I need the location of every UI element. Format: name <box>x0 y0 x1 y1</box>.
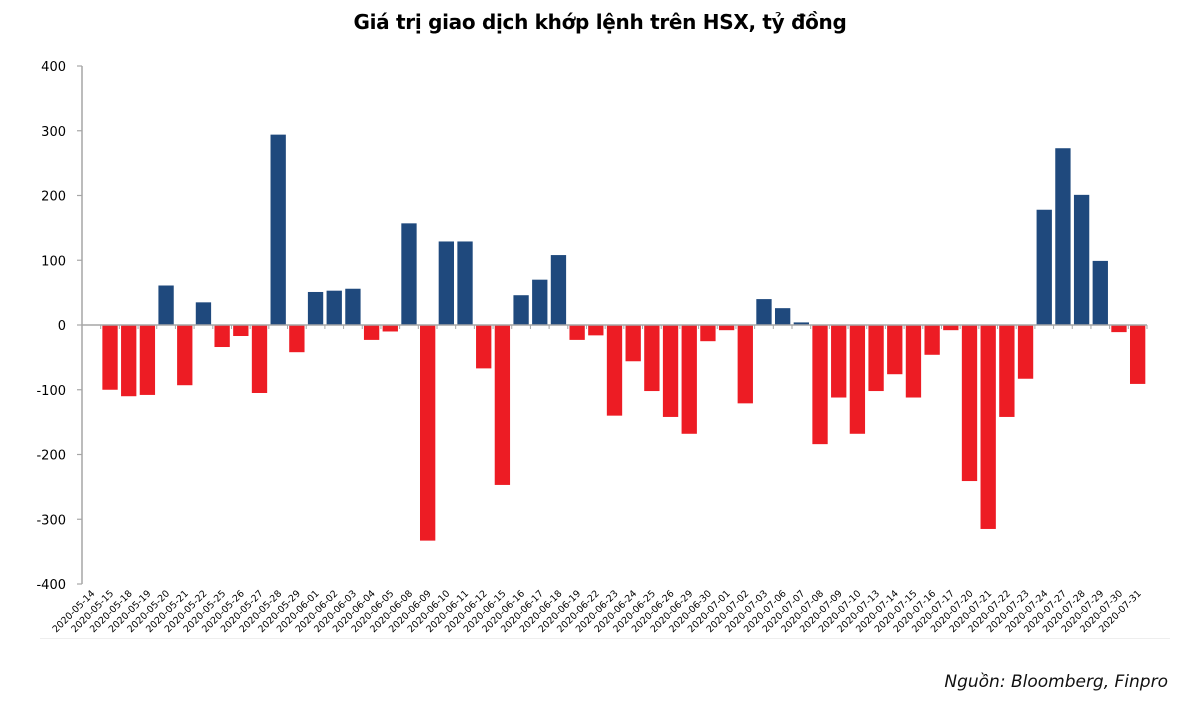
bar <box>905 325 922 398</box>
bar <box>1129 325 1146 384</box>
bar <box>214 325 230 348</box>
bar <box>532 279 548 325</box>
bar <box>1092 260 1108 325</box>
bar <box>999 325 1015 417</box>
bar <box>121 325 137 397</box>
bar <box>606 325 623 416</box>
y-tick-label: 400 <box>41 60 66 75</box>
bar <box>943 325 959 331</box>
bar <box>550 255 567 325</box>
bar <box>494 325 511 485</box>
bar <box>924 325 940 355</box>
bar <box>700 325 716 342</box>
bar <box>177 325 193 386</box>
bar <box>644 325 660 392</box>
bar <box>401 223 417 325</box>
bar <box>139 325 156 395</box>
bar <box>812 325 828 445</box>
chart-title: Giá trị giao dịch khớp lệnh trên HSX, tỷ… <box>353 10 847 34</box>
y-tick-label: 200 <box>41 190 66 205</box>
y-axis: 400 300 200 100 0 -100 -200 -300 -400 <box>36 60 83 593</box>
bar <box>438 241 455 325</box>
bar <box>774 308 791 325</box>
bar <box>457 241 473 325</box>
bar <box>307 291 324 325</box>
y-tick-label: -400 <box>36 578 66 593</box>
bar <box>513 295 529 325</box>
bar <box>756 299 772 325</box>
y-tick-label: -200 <box>36 449 66 464</box>
divider <box>40 638 1170 639</box>
y-tick-label: 0 <box>58 319 66 334</box>
bar <box>1036 209 1052 325</box>
y-tick-label: 300 <box>41 125 66 140</box>
bar <box>831 325 847 398</box>
y-tick-label: 100 <box>41 254 66 269</box>
bar <box>793 322 810 325</box>
bar <box>625 325 641 362</box>
bar <box>233 325 249 337</box>
bar <box>849 325 866 434</box>
bar <box>662 325 679 417</box>
bar <box>887 325 903 375</box>
bar <box>476 325 492 369</box>
bar <box>718 325 735 331</box>
bar <box>588 325 604 336</box>
bar <box>980 325 996 529</box>
bar <box>382 325 398 332</box>
bar <box>1055 148 1071 325</box>
bar <box>737 325 753 404</box>
bar <box>569 325 585 340</box>
source-note: Nguồn: Bloomberg, Finpro <box>944 672 1168 692</box>
y-tick-label: -100 <box>36 384 66 399</box>
bars <box>102 134 1146 541</box>
bar <box>1111 325 1127 333</box>
bar <box>289 325 305 353</box>
bar <box>326 290 342 325</box>
bar <box>363 325 380 340</box>
bar <box>961 325 978 482</box>
bar <box>195 302 212 325</box>
y-tick-label: -300 <box>36 513 66 528</box>
bar <box>158 285 174 325</box>
bar <box>419 325 436 541</box>
bar <box>1073 194 1090 325</box>
bar <box>345 288 361 325</box>
x-axis: 2020-05-142020-05-152020-05-182020-05-19… <box>51 324 1148 635</box>
bar <box>270 134 286 325</box>
bar <box>1017 325 1034 379</box>
bar <box>868 325 884 392</box>
bar <box>251 325 268 393</box>
bar <box>681 325 697 434</box>
bar <box>102 325 118 390</box>
